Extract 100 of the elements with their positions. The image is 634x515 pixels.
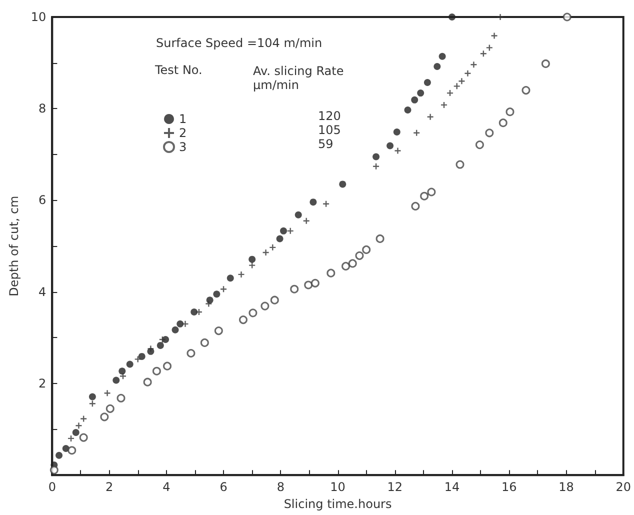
y-axis-title: Depth of cut, cm bbox=[7, 196, 21, 296]
y-tick-label: 6 bbox=[38, 193, 46, 208]
y-tick-label: 10 bbox=[30, 10, 46, 24]
point bbox=[182, 320, 188, 327]
point bbox=[248, 308, 258, 318]
point bbox=[310, 198, 317, 206]
point bbox=[126, 360, 134, 368]
point bbox=[498, 118, 508, 128]
point bbox=[304, 280, 313, 290]
point bbox=[386, 142, 394, 150]
legend-label: 3 bbox=[179, 140, 187, 154]
point bbox=[262, 249, 269, 256]
point bbox=[270, 296, 279, 304]
point bbox=[118, 368, 126, 375]
x-axis-title: Slicing time.hours bbox=[284, 497, 392, 511]
point bbox=[424, 79, 431, 86]
point bbox=[80, 416, 87, 422]
y-tick-label: 4 bbox=[38, 284, 46, 299]
point bbox=[276, 235, 284, 242]
x-tick-label: 10 bbox=[330, 480, 346, 494]
point bbox=[420, 192, 429, 200]
point bbox=[475, 140, 484, 150]
point bbox=[506, 108, 514, 116]
point bbox=[290, 284, 299, 294]
point bbox=[72, 429, 80, 436]
point bbox=[50, 466, 58, 474]
point bbox=[106, 404, 114, 413]
point bbox=[541, 59, 550, 68]
point bbox=[200, 338, 209, 347]
point bbox=[373, 163, 380, 170]
point bbox=[404, 106, 412, 114]
point bbox=[260, 302, 270, 310]
point bbox=[411, 202, 420, 210]
point bbox=[310, 278, 320, 288]
point bbox=[163, 362, 172, 370]
point bbox=[326, 268, 336, 278]
point bbox=[348, 259, 357, 268]
point bbox=[138, 352, 146, 360]
point bbox=[100, 412, 109, 422]
point bbox=[270, 244, 276, 250]
x-tick-label: 12 bbox=[387, 480, 403, 494]
y-tick-label: 8 bbox=[38, 102, 46, 116]
x-tick-label: 16 bbox=[501, 480, 517, 494]
legend-title: Test No. bbox=[154, 63, 202, 77]
point bbox=[393, 128, 400, 136]
point bbox=[186, 348, 196, 358]
point bbox=[486, 44, 492, 51]
legend-label: 1 bbox=[179, 112, 187, 126]
point bbox=[434, 62, 441, 70]
x-tick-label: 0 bbox=[48, 480, 56, 494]
point bbox=[214, 326, 223, 336]
point bbox=[238, 271, 244, 278]
point bbox=[226, 274, 234, 282]
point bbox=[112, 376, 120, 384]
point bbox=[497, 14, 504, 20]
point bbox=[491, 32, 498, 39]
point bbox=[456, 160, 464, 169]
text: Surface Speed =104 m/min bbox=[156, 36, 322, 50]
point bbox=[249, 262, 256, 268]
annotation: 120 bbox=[318, 109, 341, 123]
point bbox=[104, 390, 110, 396]
point bbox=[427, 188, 436, 196]
point bbox=[280, 227, 288, 234]
x-tick-label: 8 bbox=[276, 480, 284, 494]
point bbox=[485, 128, 494, 138]
x-tick-label: 4 bbox=[162, 480, 170, 494]
y-tick-label: 2 bbox=[38, 376, 46, 390]
point bbox=[522, 86, 530, 95]
x-tick-label: 20 bbox=[616, 480, 632, 494]
point bbox=[176, 320, 184, 328]
point bbox=[172, 326, 179, 334]
point bbox=[342, 262, 350, 270]
point bbox=[376, 234, 384, 243]
point bbox=[355, 251, 364, 260]
point bbox=[470, 62, 477, 68]
point bbox=[464, 70, 471, 76]
point bbox=[394, 148, 401, 154]
point bbox=[248, 256, 256, 263]
point bbox=[116, 394, 126, 402]
point bbox=[156, 342, 164, 349]
point bbox=[448, 14, 456, 20]
point bbox=[68, 446, 76, 455]
point bbox=[372, 153, 380, 160]
point bbox=[458, 78, 465, 84]
point bbox=[213, 290, 220, 298]
point bbox=[120, 373, 126, 380]
point bbox=[427, 114, 434, 120]
point bbox=[88, 393, 96, 400]
point bbox=[417, 90, 424, 97]
point bbox=[143, 378, 152, 386]
point bbox=[362, 245, 371, 254]
point bbox=[411, 96, 418, 104]
annotation: Av. slicing Rate μm/min bbox=[253, 64, 344, 92]
point bbox=[190, 308, 198, 316]
annotation: 105 bbox=[318, 123, 341, 137]
point bbox=[148, 346, 154, 352]
point bbox=[454, 83, 460, 90]
point bbox=[562, 12, 572, 22]
point bbox=[134, 356, 141, 362]
annotation: 59 bbox=[318, 137, 334, 151]
